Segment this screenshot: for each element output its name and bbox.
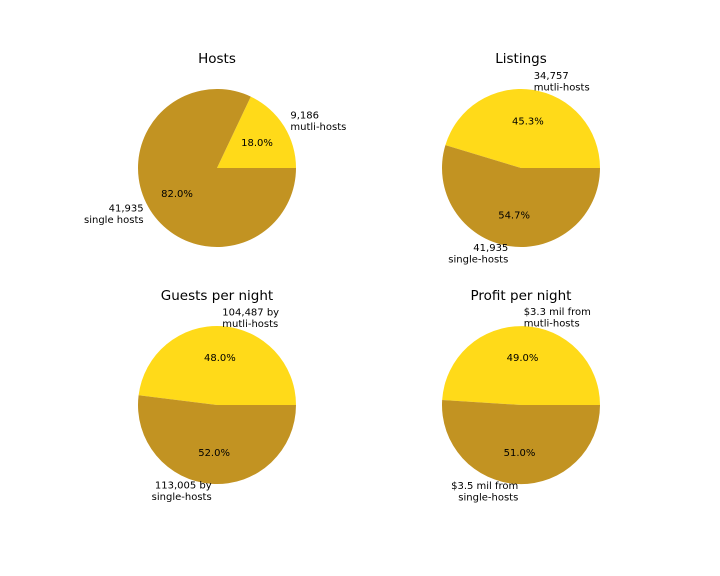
pie-slice <box>442 326 600 405</box>
slice-percent-label: 48.0% <box>204 353 236 364</box>
slice-label-line: mutli-hosts <box>222 319 278 330</box>
pie-chart-2: Listings 45.3% 34,757 mutli-hosts 54.7% 41,93… <box>442 51 600 266</box>
slice-label-line: single-hosts <box>152 492 212 503</box>
slice-percent-label: 51.0% <box>504 448 536 459</box>
slice-label: $3.3 mil from mutli-hosts <box>524 307 591 330</box>
slice-label-line: $3.5 mil from <box>451 481 518 492</box>
slice-label-line: 34,757 <box>534 71 569 82</box>
slice-label: 41,935 single hosts <box>84 204 144 227</box>
slice-label-line: mutli-hosts <box>534 83 590 94</box>
slice-percent-label: 18.0% <box>241 138 273 149</box>
slice-percent-label: 82.0% <box>161 189 193 200</box>
slice-label: 113,005 by single-hosts <box>152 481 212 504</box>
pie-chart-3: Guests per night 48.0% 104,487 by mutli-hos… <box>138 288 297 504</box>
pie-slice <box>137 88 296 247</box>
slice-label: 104,487 by mutli-hosts <box>222 307 279 330</box>
pie-slice <box>442 400 601 485</box>
slice-percent-label: 54.7% <box>498 210 530 221</box>
slice-label: 34,757 mutli-hosts <box>534 71 590 94</box>
slice-percent-label: 49.0% <box>507 353 539 364</box>
slice-percent-label: 52.0% <box>198 448 230 459</box>
slice-label: 41,935 single-hosts <box>448 243 508 266</box>
pie-slice <box>445 88 600 168</box>
slice-label: $3.5 mil from single-hosts <box>451 481 518 504</box>
pie-slice <box>138 326 296 405</box>
slice-label-line: $3.3 mil from <box>524 307 591 318</box>
slice-label-line: 113,005 by <box>155 481 212 492</box>
slice-label-line: single-hosts <box>448 255 508 266</box>
slice-label-line: single hosts <box>84 215 144 226</box>
slice-label-line: 41,935 <box>109 204 144 215</box>
pie-slice <box>138 395 297 485</box>
slice-label-line: 104,487 by <box>222 307 279 318</box>
pie-chart-1: Hosts 18.0% 9,186 mutli-hosts 82.0% 41,935 sin… <box>84 51 346 247</box>
pie-chart-4: Profit per night 49.0% $3.3 mil from mutli-… <box>442 288 601 504</box>
slice-label: 9,186 mutli-hosts <box>290 111 346 134</box>
slice-label-line: mutli-hosts <box>290 122 346 133</box>
slice-label-line: 9,186 <box>290 111 319 122</box>
chart-title: Hosts <box>198 51 236 67</box>
pie-slice <box>217 96 297 168</box>
chart-title: Listings <box>495 51 547 67</box>
pie-slice <box>442 145 600 247</box>
slice-label-line: 41,935 <box>473 243 508 254</box>
chart-title: Guests per night <box>161 288 273 304</box>
slice-label-line: single-hosts <box>458 492 518 503</box>
slice-label-line: mutli-hosts <box>524 319 580 330</box>
chart-title: Profit per night <box>471 288 572 304</box>
slice-percent-label: 45.3% <box>512 117 544 128</box>
